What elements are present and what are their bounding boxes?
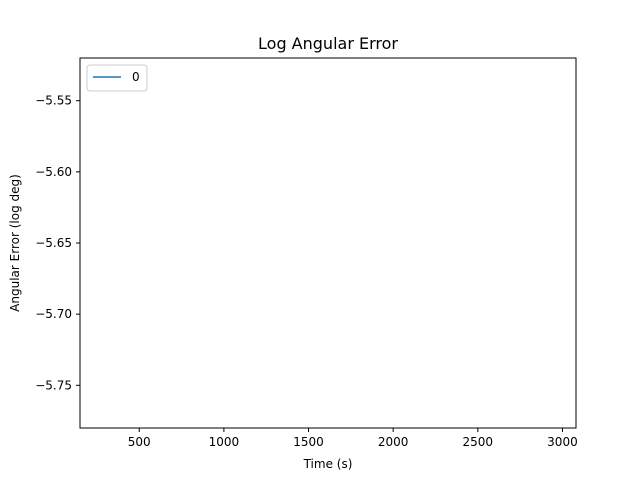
y-tick-label: −5.75 (35, 378, 72, 392)
legend-box (86, 64, 148, 92)
y-axis: −5.55 −5.60 −5.65 −5.70 −5.75 (35, 94, 80, 392)
x-tick-label: 2500 (463, 435, 494, 449)
y-tick-label: −5.65 (35, 236, 72, 250)
x-tick-label: 1000 (209, 435, 240, 449)
legend-entry-series-0: 0 (132, 70, 140, 84)
x-axis-label: Time (s) (303, 457, 353, 471)
legend: 0 (86, 64, 148, 92)
x-tick-label: 2000 (378, 435, 409, 449)
axes-frame (79, 57, 577, 429)
y-axis-label: Angular Error (log deg) (8, 174, 22, 312)
plot-area (79, 57, 577, 429)
chart-title: Log Angular Error (258, 34, 398, 53)
y-tick-label: −5.70 (35, 307, 72, 321)
x-axis: 500 1000 1500 2000 2500 3000 (128, 428, 578, 449)
x-tick-label: 1500 (293, 435, 324, 449)
y-tick-label: −5.55 (35, 94, 72, 108)
x-tick-label: 3000 (547, 435, 578, 449)
x-tick-label: 500 (128, 435, 151, 449)
y-tick-label: −5.60 (35, 165, 72, 179)
